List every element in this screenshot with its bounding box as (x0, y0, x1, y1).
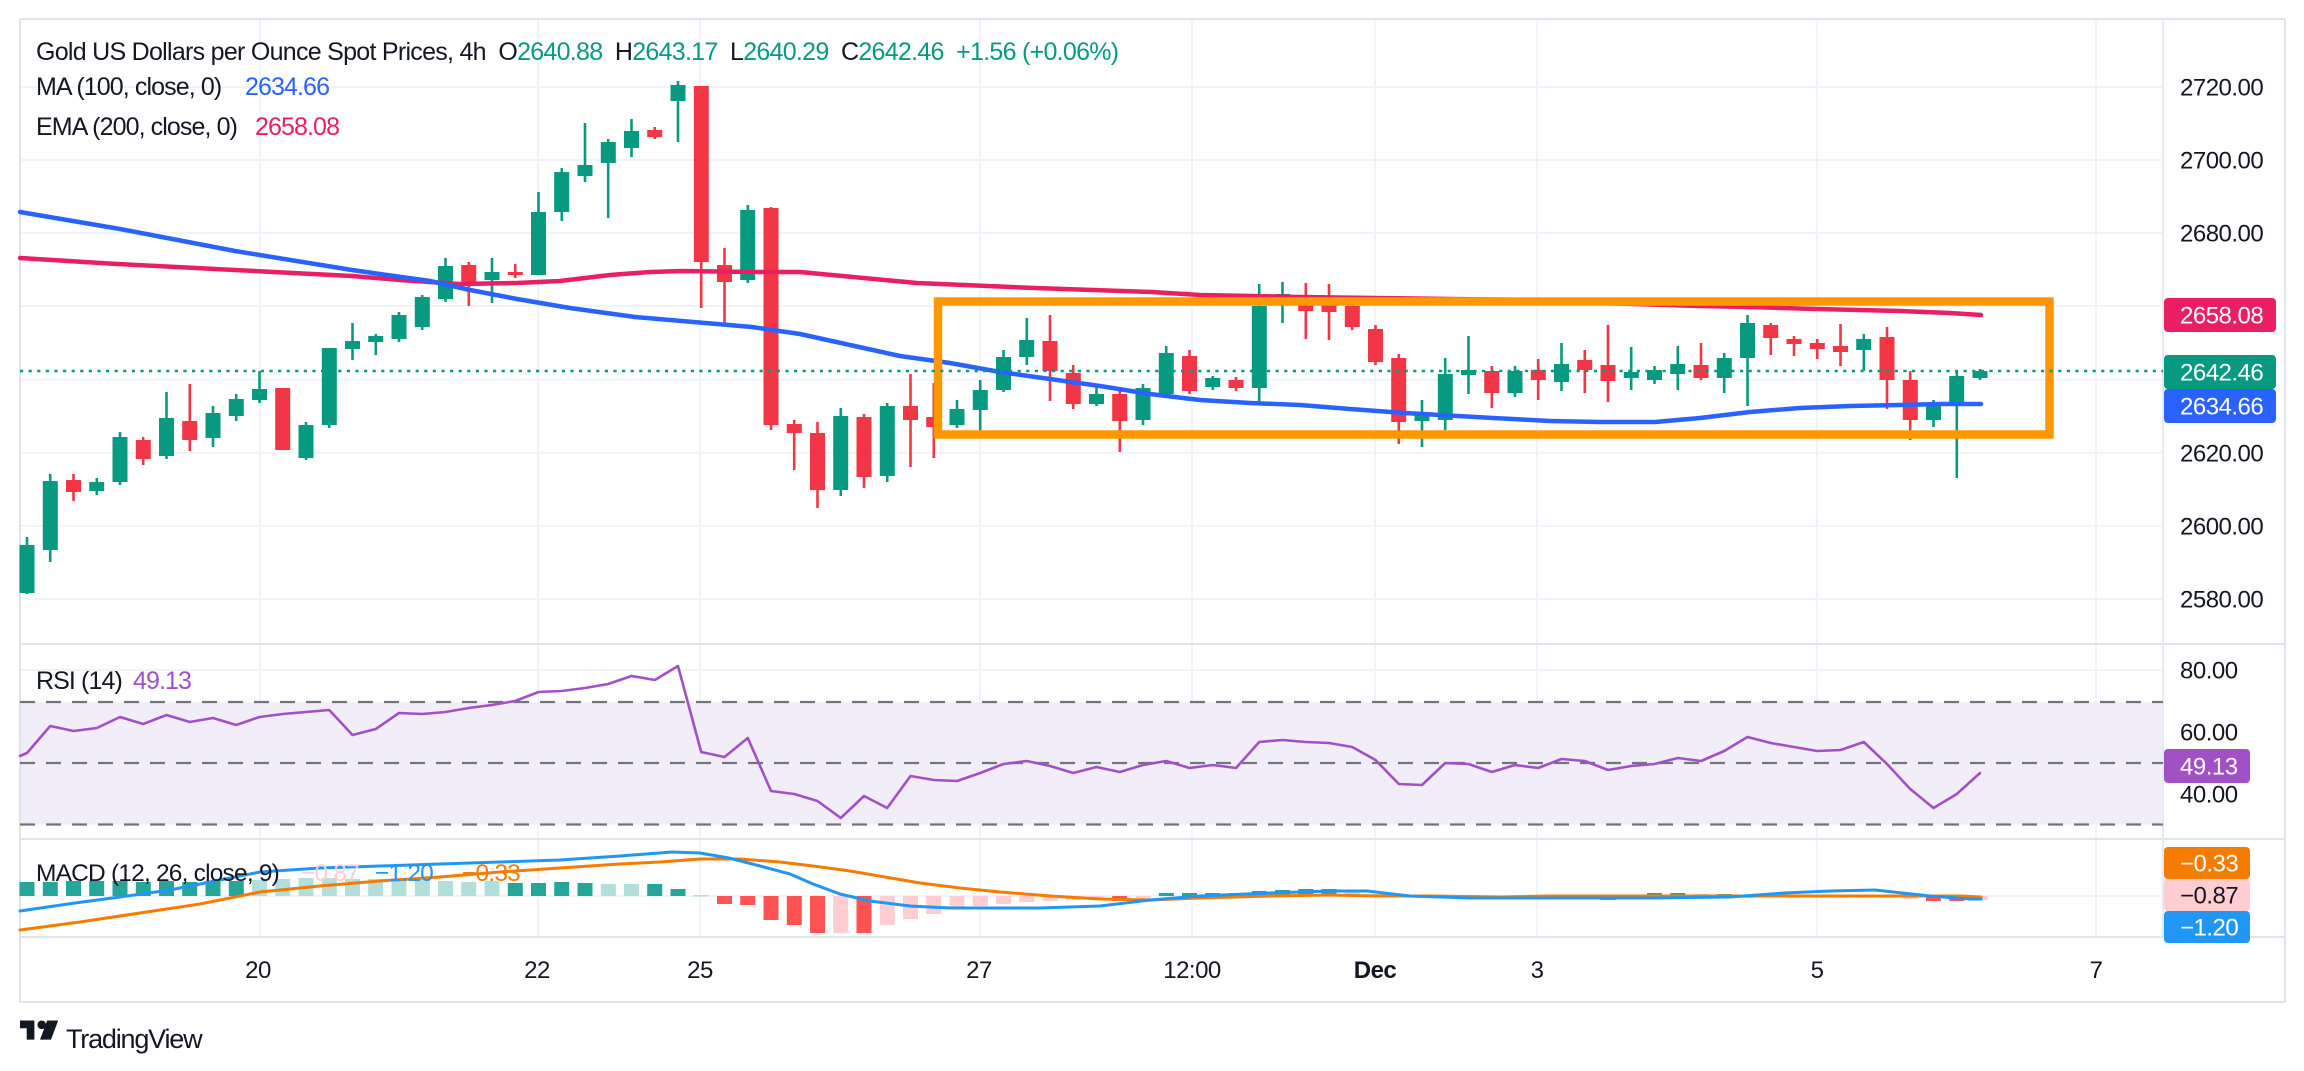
svg-text:−0.33: −0.33 (462, 860, 520, 887)
svg-text:2620.00: 2620.00 (2180, 440, 2263, 467)
svg-text:40.00: 40.00 (2180, 782, 2238, 809)
svg-text:20: 20 (245, 957, 271, 984)
svg-text:3: 3 (1531, 957, 1544, 984)
svg-text:MACD (12, 26, close, 9): MACD (12, 26, close, 9) (36, 860, 279, 887)
svg-text:Dec: Dec (1354, 957, 1397, 984)
svg-text:−1.20: −1.20 (2180, 915, 2238, 942)
svg-text:−0.87: −0.87 (301, 860, 359, 887)
svg-text:12:00: 12:00 (1163, 957, 1221, 984)
svg-text:−0.87: −0.87 (2180, 883, 2238, 910)
svg-text:EMA (200, close, 0): EMA (200, close, 0) (36, 113, 237, 141)
svg-text:Gold US Dollars per Ounce Spot: Gold US Dollars per Ounce Spot Prices, 4… (36, 38, 1118, 66)
svg-text:TradingView: TradingView (66, 1024, 203, 1054)
svg-text:2580.00: 2580.00 (2180, 587, 2263, 614)
svg-text:2680.00: 2680.00 (2180, 221, 2263, 248)
svg-text:2658.08: 2658.08 (2180, 303, 2263, 330)
svg-text:25: 25 (687, 957, 713, 984)
svg-text:2600.00: 2600.00 (2180, 513, 2263, 540)
svg-text:RSI (14): RSI (14) (36, 667, 122, 695)
svg-text:27: 27 (966, 957, 992, 984)
svg-text:80.00: 80.00 (2180, 658, 2238, 685)
svg-text:−0.33: −0.33 (2180, 851, 2238, 878)
svg-text:60.00: 60.00 (2180, 720, 2238, 747)
svg-text:49.13: 49.13 (133, 667, 191, 695)
svg-text:2700.00: 2700.00 (2180, 148, 2263, 175)
svg-text:7: 7 (2090, 957, 2103, 984)
svg-text:−1.20: −1.20 (375, 860, 433, 887)
svg-text:5: 5 (1811, 957, 1824, 984)
svg-text:22: 22 (524, 957, 550, 984)
svg-text:2634.66: 2634.66 (2180, 394, 2263, 421)
svg-text:2658.08: 2658.08 (255, 113, 339, 141)
svg-text:2634.66: 2634.66 (245, 73, 329, 101)
svg-text:MA (100, close, 0): MA (100, close, 0) (36, 73, 221, 101)
svg-text:2720.00: 2720.00 (2180, 75, 2263, 102)
svg-text:2642.46: 2642.46 (2180, 360, 2263, 387)
svg-text:49.13: 49.13 (2180, 754, 2238, 781)
